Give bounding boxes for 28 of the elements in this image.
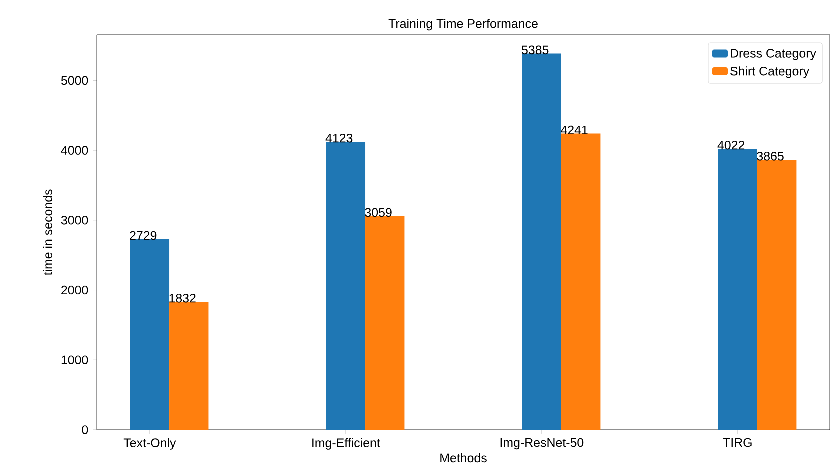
x-axis-title: Methods	[440, 453, 487, 463]
data-label: 2729	[130, 231, 157, 240]
chart-title: Training Time Performance	[388, 19, 538, 31]
data-label: 5385	[522, 46, 549, 55]
y-tick-label: 2000	[62, 286, 88, 295]
bar	[718, 149, 758, 430]
data-label: 1832	[170, 294, 196, 303]
y-axis-title: time in seconds	[43, 190, 52, 276]
bar	[170, 302, 209, 430]
bar	[366, 216, 405, 430]
x-tick-label: Text-Only	[124, 438, 176, 450]
y-tick-label: 0	[82, 426, 88, 434]
bar	[757, 160, 797, 430]
bar	[326, 142, 366, 430]
x-tick-label: Img-Efficient	[312, 438, 380, 450]
x-tick-label: Img-ResNet-50	[500, 438, 584, 450]
bar	[562, 134, 601, 430]
y-tick-label: 4000	[61, 146, 88, 155]
data-label: 4022	[718, 140, 745, 150]
x-tick-label: TIRG	[723, 438, 752, 448]
y-tick-label: 5000	[61, 76, 88, 86]
legend-label: Shirt Category	[730, 66, 810, 78]
y-tick-label: 1000	[62, 356, 88, 365]
data-label: 4123	[326, 134, 353, 143]
y-tick-label: 3000	[61, 216, 88, 225]
legend-label: Dress Category	[731, 49, 816, 60]
bar	[130, 239, 170, 430]
bar	[522, 54, 562, 430]
